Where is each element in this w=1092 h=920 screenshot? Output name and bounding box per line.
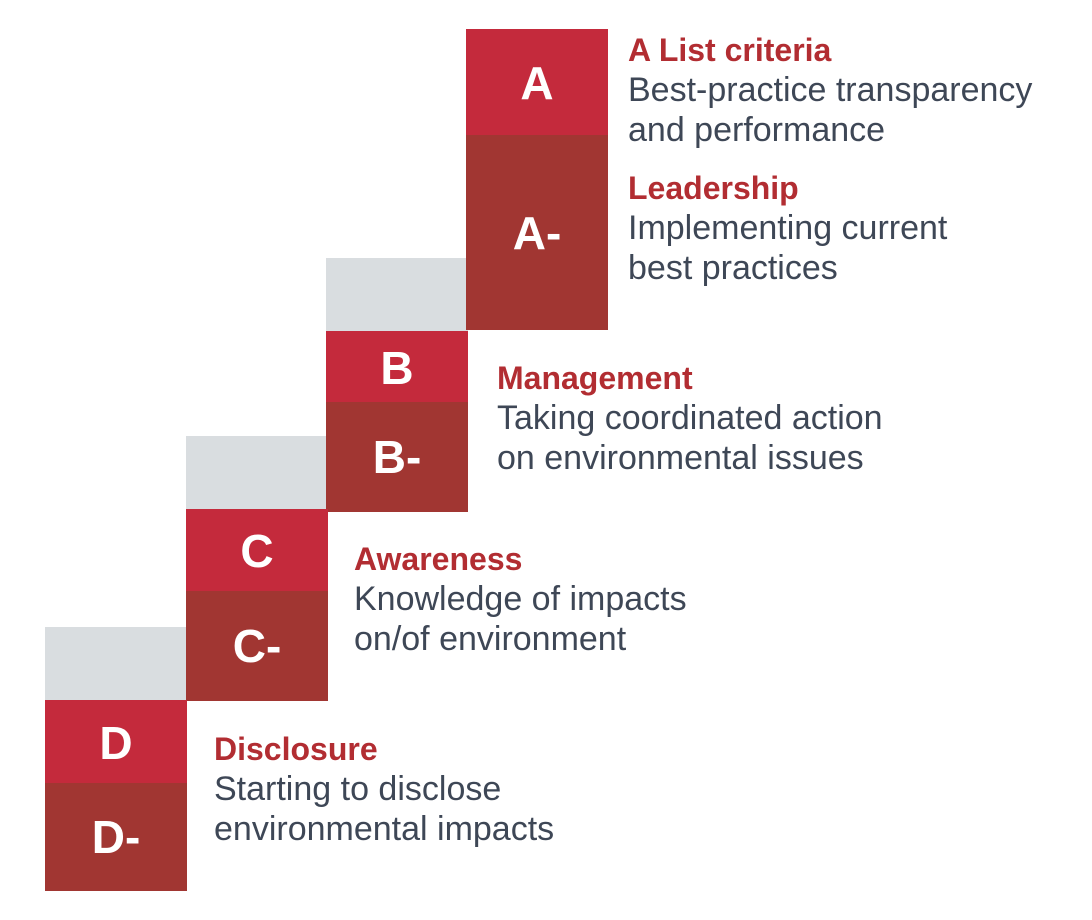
level-title: A List criteria bbox=[628, 32, 832, 68]
level-label-awareness: Awareness Knowledge of impacts on/of env… bbox=[354, 539, 687, 659]
level-desc-line: Starting to disclose bbox=[214, 770, 502, 808]
level-desc-line: and performance bbox=[628, 111, 886, 149]
grade-block-c: C bbox=[186, 509, 328, 593]
level-desc-line: environmental impacts bbox=[214, 810, 555, 848]
grade-label-d-minus: D- bbox=[91, 811, 141, 863]
grade-label-a: A bbox=[520, 57, 554, 109]
grade-block-d-minus: D- bbox=[45, 783, 187, 891]
grade-block-a-minus: A- bbox=[466, 135, 608, 330]
level-desc-line: on environmental issues bbox=[497, 439, 864, 477]
grade-block-b-minus: B- bbox=[326, 402, 468, 512]
level-title: Disclosure bbox=[214, 731, 378, 767]
level-desc-line: Taking coordinated action bbox=[497, 399, 883, 437]
grade-label-a-minus: A- bbox=[512, 206, 562, 259]
step-riser-d bbox=[45, 627, 187, 702]
level-desc-line: best practices bbox=[628, 249, 838, 287]
step-riser-c bbox=[186, 436, 328, 511]
level-desc-line: Knowledge of impacts bbox=[354, 580, 687, 618]
grade-block-d: D bbox=[45, 700, 187, 785]
grade-label-c: C bbox=[240, 525, 274, 577]
level-label-management: Management Taking coordinated action on … bbox=[497, 358, 883, 478]
grade-label-d: D bbox=[99, 716, 133, 769]
level-desc-line: Best-practice transparency bbox=[628, 71, 1033, 109]
level-label-disclosure: Disclosure Starting to disclose environm… bbox=[214, 729, 554, 849]
step-riser-b bbox=[326, 258, 468, 333]
level-title: Management bbox=[497, 360, 693, 396]
level-label-a-list: A List criteria Best-practice transparen… bbox=[628, 30, 1032, 150]
grade-label-b-minus: B- bbox=[372, 431, 422, 483]
level-title: Leadership bbox=[628, 170, 799, 206]
grade-block-c-minus: C- bbox=[186, 591, 328, 701]
grade-label-b: B bbox=[380, 341, 414, 394]
level-desc-line: on/of environment bbox=[354, 620, 627, 658]
grade-block-a: A bbox=[466, 29, 608, 137]
grade-block-b: B bbox=[326, 331, 468, 404]
grade-label-c-minus: C- bbox=[232, 620, 282, 672]
level-desc-line: Implementing current bbox=[628, 209, 948, 247]
level-title: Awareness bbox=[354, 541, 523, 577]
level-label-leadership: Leadership Implementing current best pra… bbox=[628, 168, 947, 288]
